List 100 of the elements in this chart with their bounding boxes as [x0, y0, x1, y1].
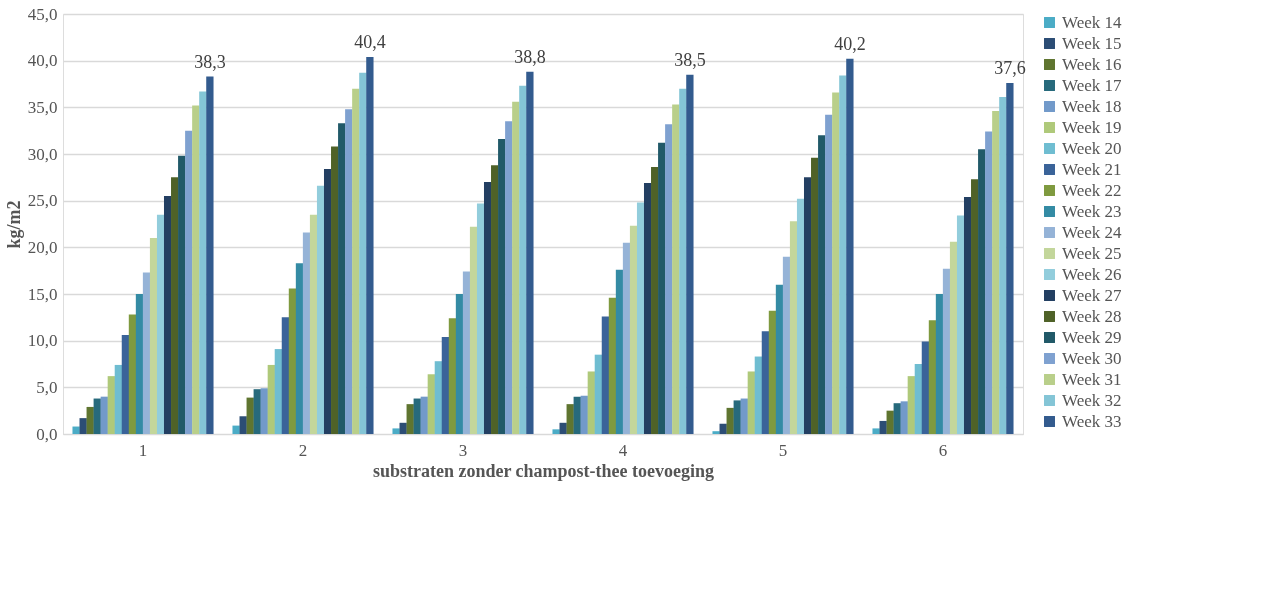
bar — [267, 364, 275, 434]
bar — [747, 371, 755, 434]
y-tick-label: 30,0 — [27, 144, 58, 164]
bar — [281, 317, 290, 434]
bar — [448, 318, 457, 434]
bar — [345, 109, 353, 434]
bar — [566, 404, 574, 434]
bar — [636, 202, 645, 434]
bar — [796, 198, 805, 434]
y-tick-label: 0,0 — [36, 424, 58, 444]
bar — [185, 130, 193, 434]
y-tick-label: 10,0 — [27, 331, 58, 351]
bar — [192, 105, 200, 434]
legend-label: Week 21 — [1062, 159, 1122, 179]
bar — [907, 376, 915, 434]
bar — [761, 331, 770, 434]
y-tick-label: 25,0 — [27, 191, 58, 211]
bar — [171, 177, 179, 434]
bar — [999, 97, 1007, 434]
bar — [505, 121, 513, 434]
legend-label: Week 28 — [1062, 306, 1122, 326]
legend-label: Week 29 — [1062, 327, 1122, 347]
legend-label: Week 19 — [1062, 117, 1122, 137]
x-tick-label: 6 — [938, 440, 948, 460]
data-label: 38,8 — [514, 46, 546, 67]
bar — [608, 297, 617, 434]
bar — [726, 407, 734, 434]
bar — [413, 398, 421, 434]
bar — [156, 214, 165, 434]
bar — [178, 155, 186, 434]
legend-label: Week 26 — [1062, 264, 1122, 284]
bar — [601, 316, 610, 434]
bar — [832, 92, 840, 434]
bar — [615, 269, 624, 434]
bar — [93, 398, 101, 434]
bar — [839, 75, 847, 434]
bar — [679, 88, 687, 434]
legend-label: Week 23 — [1062, 201, 1122, 221]
bar — [789, 221, 798, 434]
bar — [580, 395, 588, 434]
bar — [782, 256, 791, 434]
bar — [469, 226, 478, 434]
legend-label: Week 25 — [1062, 243, 1122, 263]
bar — [79, 418, 87, 434]
legend-label: Week 20 — [1062, 138, 1122, 158]
bar — [740, 398, 748, 434]
bar — [651, 167, 659, 434]
bar — [963, 196, 972, 434]
bar — [142, 272, 151, 434]
bar — [239, 416, 247, 434]
bar — [420, 396, 428, 434]
bar — [573, 396, 581, 434]
bar — [928, 320, 937, 434]
bar — [149, 238, 158, 434]
bar — [86, 406, 94, 434]
y-tick-label: 15,0 — [27, 284, 58, 304]
bar — [491, 165, 499, 434]
bar — [434, 361, 443, 434]
bar — [846, 58, 854, 434]
bar — [107, 376, 115, 434]
bar — [455, 294, 464, 434]
bar — [921, 341, 930, 434]
y-axis-title: kg/m2 — [3, 200, 24, 249]
bar — [462, 271, 471, 434]
data-label: 38,3 — [194, 51, 226, 72]
bar — [643, 182, 652, 434]
bar — [914, 364, 923, 434]
legend-label: Week 27 — [1062, 285, 1123, 305]
bar — [316, 185, 325, 434]
bar — [302, 232, 311, 434]
bar — [893, 403, 901, 434]
bar — [768, 310, 777, 434]
bar — [775, 284, 784, 434]
x-tick-label: 1 — [138, 440, 148, 460]
data-label: 40,4 — [354, 31, 386, 52]
bar — [352, 88, 360, 434]
bar — [942, 268, 951, 434]
bar — [274, 349, 283, 434]
bar — [526, 71, 534, 434]
bar — [658, 142, 666, 434]
data-label: 38,5 — [674, 49, 706, 70]
bar — [260, 388, 268, 434]
bar — [665, 124, 673, 434]
y-tick-label: 20,0 — [27, 237, 58, 257]
bar — [366, 56, 374, 434]
legend-label: Week 24 — [1062, 222, 1123, 242]
bar — [253, 389, 261, 434]
bar — [331, 146, 339, 434]
bar — [476, 203, 485, 434]
bar — [587, 371, 595, 434]
bar — [392, 428, 400, 434]
bar — [246, 397, 254, 434]
bar — [519, 85, 527, 434]
bar — [135, 294, 144, 434]
x-tick-label: 2 — [298, 440, 308, 460]
legend-label: Week 17 — [1062, 75, 1123, 95]
bar — [114, 364, 123, 434]
y-tick-label: 35,0 — [27, 97, 58, 117]
bar — [441, 336, 450, 434]
legend-label: Week 14 — [1062, 12, 1123, 32]
